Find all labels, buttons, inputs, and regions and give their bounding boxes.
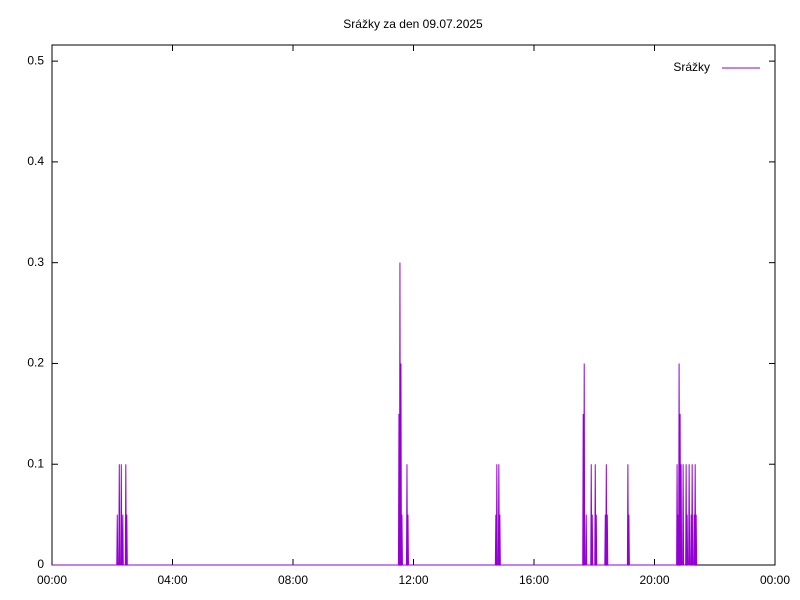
- y-tick-label: 0: [37, 557, 44, 571]
- x-tick-label: 04:00: [157, 573, 187, 587]
- x-tick-label: 12:00: [398, 573, 428, 587]
- x-tick-label: 08:00: [278, 573, 308, 587]
- y-tick-label: 0.2: [27, 356, 44, 370]
- x-tick-label: 16:00: [519, 573, 549, 587]
- y-tick-label: 0.3: [27, 255, 44, 269]
- x-tick-label: 00:00: [760, 573, 790, 587]
- x-tick-label: 00:00: [37, 573, 67, 587]
- y-tick-label: 0.4: [27, 154, 44, 168]
- x-tick-label: 20:00: [639, 573, 669, 587]
- legend-label: Srážky: [673, 60, 710, 74]
- y-tick-label: 0.5: [27, 53, 44, 67]
- y-tick-label: 0.1: [27, 456, 44, 470]
- chart-title: Srážky za den 09.07.2025: [343, 17, 483, 31]
- line: [52, 262, 698, 566]
